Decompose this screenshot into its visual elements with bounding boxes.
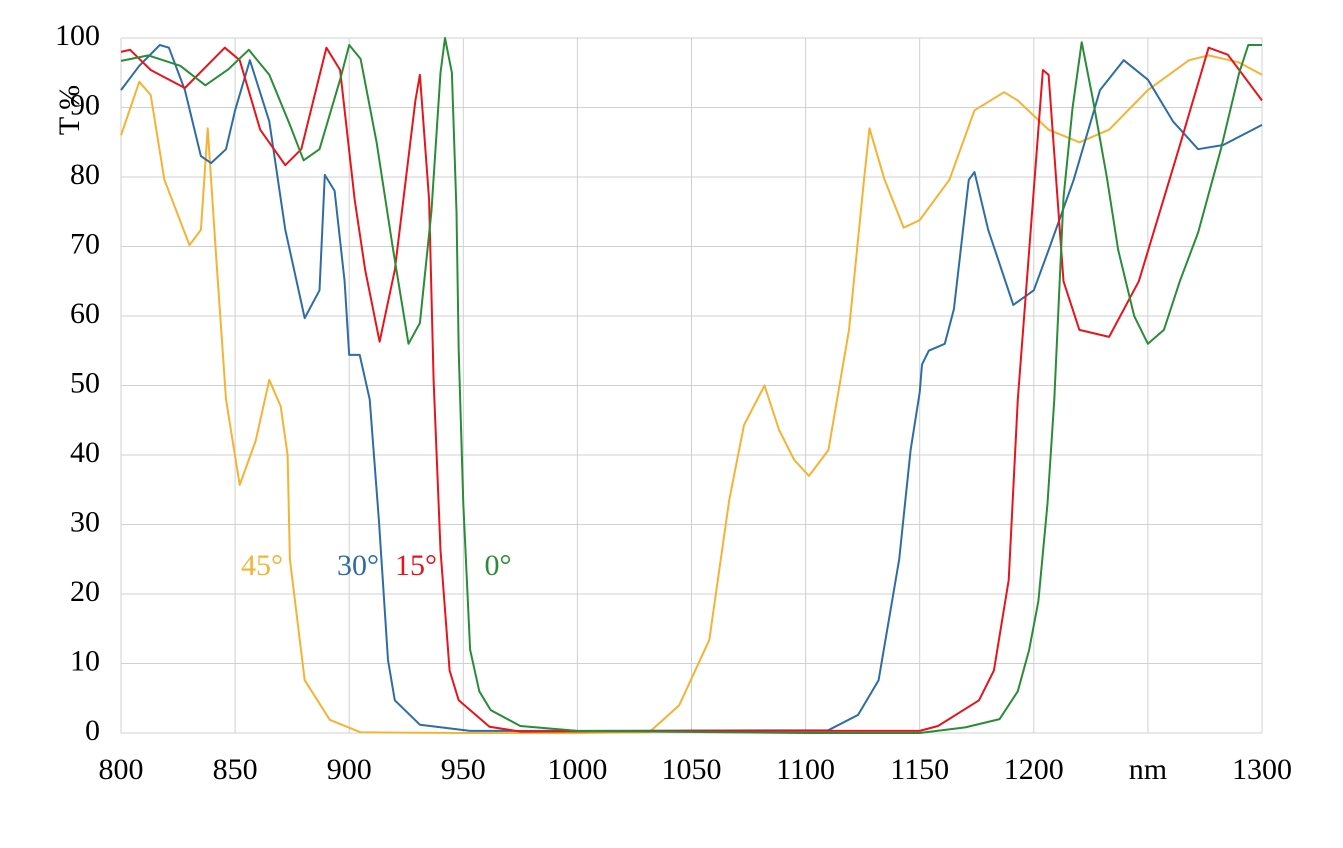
series-label: 0° (485, 549, 512, 582)
series-line (120, 54, 1263, 734)
y-tick-label: 50 (70, 366, 100, 399)
x-tick-label: 1150 (890, 753, 949, 786)
x-tick-label: nm (1129, 753, 1167, 786)
series-label: 30° (337, 549, 379, 582)
x-tick-label: 1100 (776, 753, 835, 786)
y-tick-label: 30 (70, 505, 100, 538)
x-tick-label: 1300 (1232, 753, 1292, 786)
y-tick-label: 100 (55, 19, 100, 52)
x-tick-label: 850 (213, 753, 258, 786)
series-line (120, 46, 1263, 733)
series-label: 45° (241, 549, 283, 582)
x-tick-label: 800 (99, 753, 144, 786)
y-tick-label: 0 (85, 714, 100, 747)
x-tick-label: 1000 (547, 753, 607, 786)
x-tick-label: 900 (327, 753, 372, 786)
y-tick-label: 10 (70, 644, 100, 677)
y-tick-label: 20 (70, 575, 100, 608)
y-tick-label: 80 (70, 158, 100, 191)
x-tick-label: 1050 (662, 753, 722, 786)
y-tick-label: 60 (70, 297, 100, 330)
y-tick-label: 90 (70, 88, 100, 121)
series-line (120, 37, 1262, 734)
y-tick-label: 40 (70, 436, 100, 469)
x-tick-label: 950 (441, 753, 486, 786)
y-tick-label: 70 (70, 227, 100, 260)
x-tick-label: 1200 (1004, 753, 1064, 786)
y-axis-label: T % (53, 85, 86, 135)
series-label: 15° (395, 549, 437, 582)
